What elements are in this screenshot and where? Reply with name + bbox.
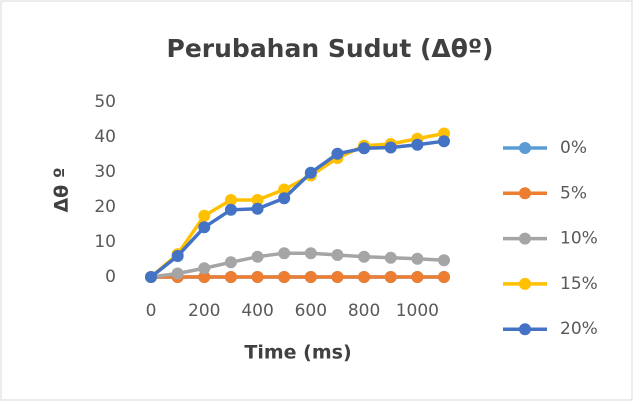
data-point: [384, 271, 397, 283]
data-point: [358, 142, 371, 155]
data-point: [438, 271, 450, 283]
x-tick-label: 0: [146, 301, 157, 321]
y-tick-label: 0: [105, 267, 116, 287]
data-point: [438, 254, 450, 267]
x-tick-label: 200: [188, 301, 220, 321]
data-point: [384, 251, 397, 264]
x-tick-label: 1000: [396, 301, 439, 321]
legend-label: 20%: [560, 319, 598, 339]
x-tick-label: 800: [348, 301, 380, 321]
data-point: [171, 250, 184, 262]
data-point: [251, 271, 264, 283]
data-point: [278, 192, 291, 205]
y-tick-label: 30: [94, 162, 116, 182]
data-point: [224, 194, 237, 206]
data-point: [411, 252, 424, 265]
data-point: [304, 166, 317, 179]
data-point: [304, 247, 317, 260]
data-point: [224, 256, 237, 269]
x-tick-label: 600: [295, 301, 327, 321]
legend-swatch-marker: [519, 142, 531, 154]
x-axis-title: Time (ms): [244, 342, 351, 364]
legend-swatch-marker: [519, 187, 531, 200]
legend-swatch-marker: [519, 323, 531, 336]
data-point: [358, 271, 371, 283]
y-axis-title: Δθ º: [51, 167, 73, 212]
data-point: [198, 262, 211, 275]
data-point: [198, 209, 211, 222]
y-tick-label: 10: [94, 232, 116, 252]
data-point: [304, 271, 317, 283]
legend-label: 5%: [560, 183, 587, 203]
legend-label: 0%: [560, 138, 587, 158]
data-point: [251, 194, 264, 206]
data-point: [145, 271, 157, 283]
data-point: [224, 203, 237, 216]
data-point: [438, 135, 450, 148]
data-point: [358, 250, 371, 263]
data-point: [251, 202, 264, 215]
data-point: [171, 267, 184, 280]
data-point: [411, 271, 424, 283]
legend-label: 15%: [560, 274, 598, 294]
y-tick-label: 40: [94, 127, 116, 147]
data-point: [331, 147, 344, 160]
x-tick-label: 400: [241, 301, 273, 321]
data-point: [224, 271, 237, 283]
y-tick-label: 50: [94, 92, 116, 112]
data-point: [251, 250, 264, 263]
data-point: [331, 271, 344, 283]
data-point: [198, 271, 211, 283]
data-point: [278, 271, 291, 283]
data-point: [384, 141, 397, 154]
chart-title: Perubahan Sudut (Δθº): [167, 34, 494, 63]
data-point: [198, 221, 211, 234]
data-point: [411, 138, 424, 151]
data-point: [278, 247, 291, 260]
legend-swatch-marker: [519, 232, 531, 245]
legend-label: 10%: [560, 229, 598, 249]
y-tick-label: 20: [94, 197, 116, 217]
data-point: [331, 248, 344, 261]
data-point: [278, 183, 291, 196]
legend-swatch-marker: [519, 277, 531, 290]
